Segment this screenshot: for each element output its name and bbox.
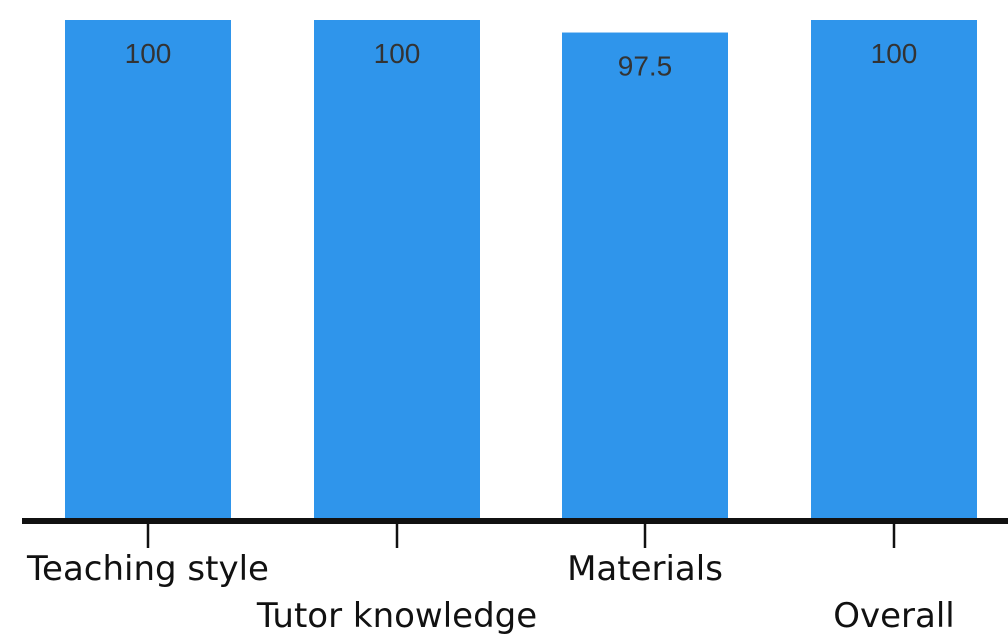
bar-4 bbox=[811, 20, 977, 521]
value-label-1: 100 bbox=[125, 38, 172, 69]
bars-group bbox=[65, 20, 977, 522]
category-label-2: Tutor knowledge bbox=[256, 596, 537, 635]
bar-2 bbox=[314, 20, 480, 521]
value-label-3: 97.5 bbox=[618, 51, 673, 82]
category-label-1: Teaching style bbox=[26, 549, 269, 589]
bar-1 bbox=[65, 20, 231, 521]
category-label-4: Overall bbox=[833, 596, 955, 635]
value-labels-group: 100 100 97.5 100 bbox=[125, 38, 918, 82]
ticks-group bbox=[146, 521, 896, 548]
category-label-3: Materials bbox=[567, 549, 723, 589]
value-label-2: 100 bbox=[374, 38, 421, 69]
tick-labels-group: Teaching style Tutor knowledge Materials Ov… bbox=[26, 549, 955, 635]
bar-3 bbox=[562, 32, 728, 522]
value-label-4: 100 bbox=[871, 38, 918, 69]
